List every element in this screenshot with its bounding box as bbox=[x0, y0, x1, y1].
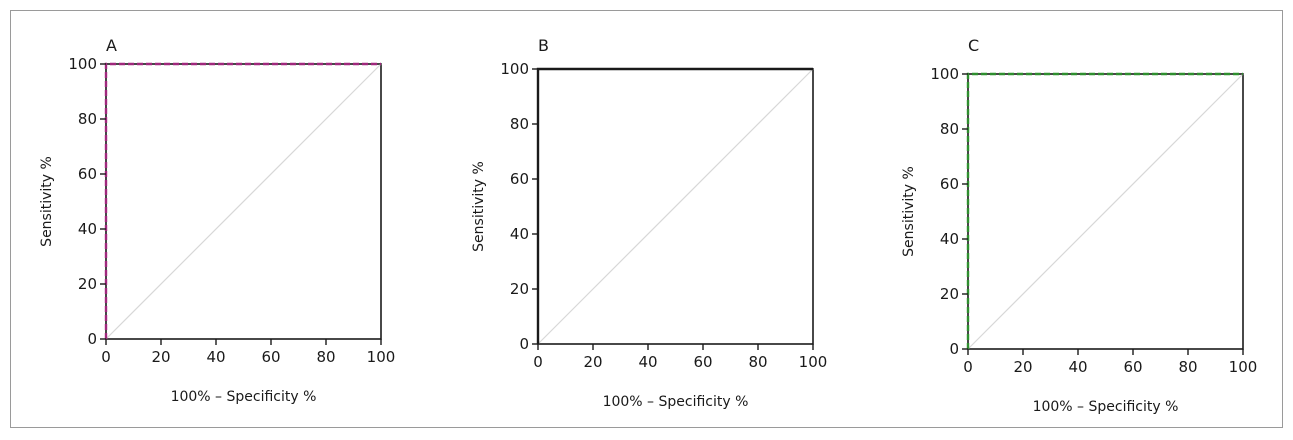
figure-frame: A 0 20 40 60 80 100 0 20 40 60 80 100 100% – Specific… bbox=[10, 10, 1283, 428]
y-tick-label: 80 bbox=[78, 110, 97, 128]
reference-diagonal-line bbox=[967, 73, 1244, 350]
y-tick-label: 100 bbox=[68, 55, 97, 73]
x-tick-label: 100 bbox=[367, 348, 396, 366]
x-tick-label: 40 bbox=[1068, 358, 1087, 376]
panel-label: A bbox=[106, 36, 117, 55]
reference-diagonal-line bbox=[537, 68, 814, 345]
x-axis-title: 100% – Specificity % bbox=[171, 389, 317, 405]
x-tick-label: 80 bbox=[748, 353, 767, 371]
x-tick-label: 80 bbox=[316, 348, 335, 366]
x-tick-label: 60 bbox=[693, 353, 712, 371]
y-tick-label: 80 bbox=[510, 115, 529, 133]
panel-label: B bbox=[538, 36, 549, 55]
x-tick-label: 40 bbox=[638, 353, 657, 371]
y-tick-label: 60 bbox=[78, 165, 97, 183]
y-tick-label: 20 bbox=[78, 275, 97, 293]
y-tick-label: 40 bbox=[940, 230, 959, 248]
x-tick-label: 60 bbox=[1123, 358, 1142, 376]
x-tick-label: 100 bbox=[1229, 358, 1258, 376]
x-tick-label: 20 bbox=[151, 348, 170, 366]
y-tick-label: 60 bbox=[510, 170, 529, 188]
y-tick-label: 40 bbox=[510, 225, 529, 243]
x-tick-label: 100 bbox=[799, 353, 828, 371]
x-tick-label: 80 bbox=[1178, 358, 1197, 376]
y-tick-label: 0 bbox=[519, 335, 529, 353]
x-axis-title: 100% – Specificity % bbox=[603, 394, 749, 410]
roc-panel-c: C 0 20 40 60 80 100 0 20 40 60 80 100 100% – Specific… bbox=[901, 36, 1258, 415]
reference-diagonal-line bbox=[105, 63, 382, 340]
x-axis-title: 100% – Specificity % bbox=[1033, 399, 1179, 415]
x-tick-label: 60 bbox=[261, 348, 280, 366]
x-tick-label: 0 bbox=[963, 358, 973, 376]
x-tick-label: 20 bbox=[583, 353, 602, 371]
roc-panel-a: A 0 20 40 60 80 100 0 20 40 60 80 100 100% – Specific… bbox=[39, 36, 396, 405]
y-axis-title: Sensitivity % bbox=[471, 161, 487, 252]
y-tick-label: 40 bbox=[78, 220, 97, 238]
y-tick-label: 20 bbox=[940, 285, 959, 303]
roc-panel-b: B 0 20 40 60 80 100 0 20 40 60 80 100 100% – Specific… bbox=[471, 36, 828, 410]
x-tick-label: 0 bbox=[533, 353, 543, 371]
y-axis-title: Sensitivity % bbox=[39, 156, 55, 247]
y-tick-label: 20 bbox=[510, 280, 529, 298]
x-tick-label: 40 bbox=[206, 348, 225, 366]
x-tick-label: 0 bbox=[101, 348, 111, 366]
panel-label: C bbox=[968, 36, 979, 55]
roc-curve-line bbox=[104, 62, 381, 339]
y-tick-label: 100 bbox=[500, 60, 529, 78]
y-tick-label: 100 bbox=[930, 65, 959, 83]
y-tick-label: 0 bbox=[87, 330, 97, 348]
y-tick-label: 0 bbox=[949, 340, 959, 358]
y-axis-title: Sensitivity % bbox=[901, 166, 917, 257]
y-tick-label: 80 bbox=[940, 120, 959, 138]
x-tick-label: 20 bbox=[1013, 358, 1032, 376]
y-tick-label: 60 bbox=[940, 175, 959, 193]
